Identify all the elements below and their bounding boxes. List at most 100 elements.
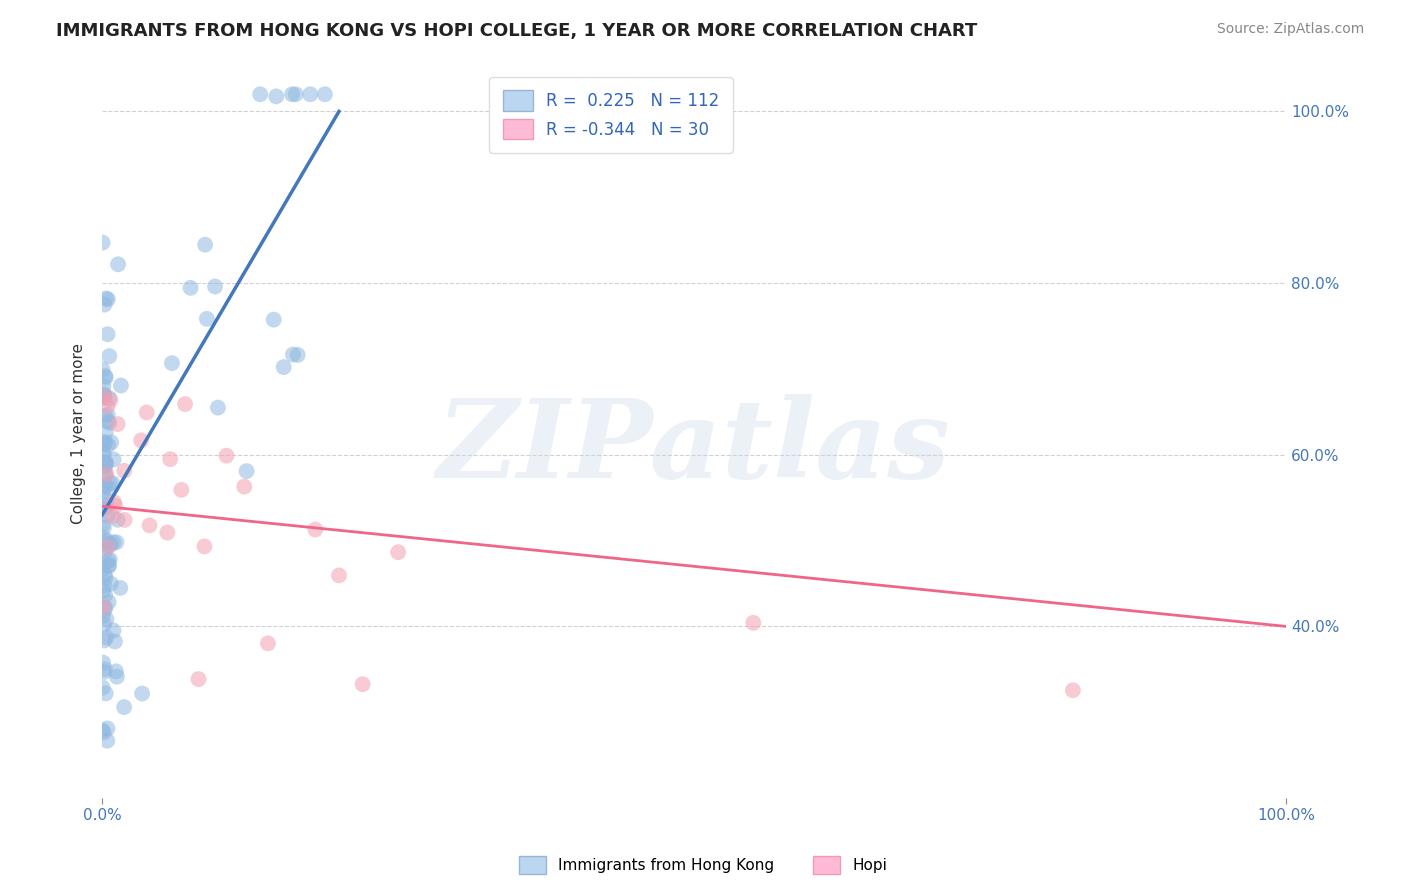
Point	[195, 311, 218, 326]
Point	[207, 401, 229, 415]
Point	[94, 425, 117, 440]
Point	[284, 87, 307, 102]
Point	[93, 583, 115, 598]
Point	[91, 681, 114, 695]
Point	[97, 327, 120, 342]
Point	[97, 438, 120, 452]
Point	[96, 631, 118, 645]
Point	[97, 481, 120, 495]
Point	[94, 501, 117, 516]
Point	[287, 348, 309, 362]
Point	[299, 87, 322, 102]
Point	[94, 409, 117, 423]
Point	[100, 576, 122, 591]
Point	[100, 537, 122, 551]
Point	[156, 525, 179, 540]
Point	[93, 567, 115, 582]
Point	[98, 558, 121, 573]
Point	[93, 390, 115, 404]
Point	[97, 595, 120, 609]
Point	[180, 281, 202, 295]
Point	[264, 89, 287, 103]
Point	[131, 686, 153, 700]
Point	[100, 393, 122, 408]
Point	[97, 554, 120, 568]
Point	[281, 347, 304, 361]
Point	[97, 558, 120, 573]
Point	[93, 480, 115, 494]
Y-axis label: College, 1 year or more: College, 1 year or more	[72, 343, 86, 524]
Point	[304, 523, 326, 537]
Point	[1062, 683, 1084, 698]
Point	[97, 414, 120, 428]
Point	[91, 391, 114, 405]
Point	[215, 449, 238, 463]
Point	[93, 540, 115, 554]
Point	[91, 723, 114, 738]
Point	[235, 464, 257, 478]
Point	[187, 672, 209, 686]
Point	[94, 602, 117, 616]
Point	[94, 434, 117, 449]
Point	[93, 297, 115, 311]
Point	[204, 279, 226, 293]
Point	[174, 397, 197, 411]
Point	[94, 544, 117, 558]
Point	[91, 235, 114, 250]
Point	[107, 417, 129, 431]
Point	[96, 722, 118, 736]
Point	[91, 436, 114, 450]
Point	[160, 356, 183, 370]
Point	[98, 391, 121, 405]
Point	[94, 458, 117, 473]
Point	[233, 480, 256, 494]
Point	[100, 435, 122, 450]
Point	[93, 456, 115, 470]
Point	[98, 416, 121, 430]
Point	[103, 495, 125, 509]
Point	[742, 615, 765, 630]
Point	[114, 513, 136, 527]
Point	[94, 479, 117, 493]
Point	[96, 467, 118, 482]
Point	[103, 624, 125, 638]
Point	[105, 535, 128, 549]
Point	[135, 405, 157, 419]
Point	[94, 467, 117, 481]
Point	[159, 452, 181, 467]
Point	[281, 87, 304, 102]
Point	[138, 518, 160, 533]
Point	[194, 237, 217, 252]
Point	[110, 378, 132, 392]
Point	[94, 536, 117, 550]
Point	[263, 312, 285, 326]
Point	[107, 513, 129, 527]
Point	[91, 517, 114, 532]
Point	[94, 455, 117, 469]
Point	[193, 540, 215, 554]
Point	[94, 492, 117, 507]
Point	[98, 538, 121, 552]
Text: Source: ZipAtlas.com: Source: ZipAtlas.com	[1216, 22, 1364, 37]
Point	[94, 588, 117, 602]
Point	[328, 568, 350, 582]
Point	[93, 388, 115, 402]
Point	[110, 581, 132, 595]
Point	[105, 670, 128, 684]
Point	[94, 369, 117, 384]
Point	[97, 408, 120, 422]
Point	[94, 436, 117, 450]
Point	[249, 87, 271, 102]
Legend: R =  0.225   N = 112, R = -0.344   N = 30: R = 0.225 N = 112, R = -0.344 N = 30	[489, 77, 733, 153]
Point	[93, 578, 115, 592]
Point	[93, 379, 115, 393]
Point	[96, 540, 118, 554]
Point	[387, 545, 409, 559]
Point	[94, 456, 117, 470]
Point	[96, 533, 118, 548]
Point	[107, 257, 129, 271]
Point	[91, 485, 114, 500]
Point	[170, 483, 193, 497]
Point	[97, 292, 120, 306]
Point	[96, 399, 118, 413]
